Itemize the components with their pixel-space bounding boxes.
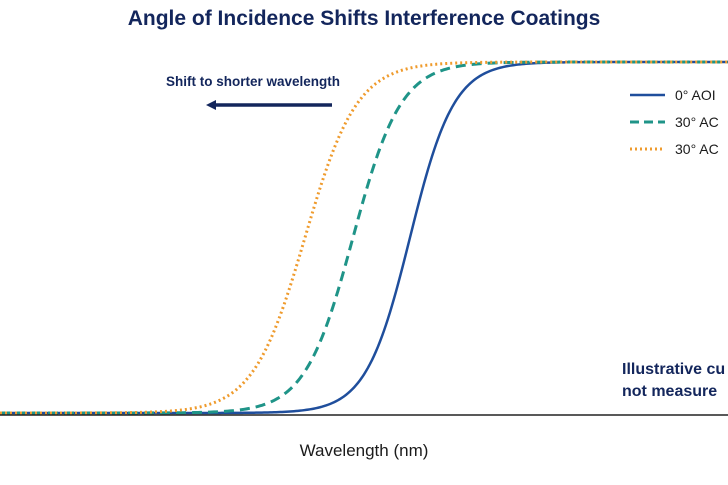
legend: 0° AOI 30° AC 30° AC <box>630 87 719 157</box>
legend-label-1: 30° AC <box>675 114 719 130</box>
chart-title: Angle of Incidence Shifts Interference C… <box>127 7 601 30</box>
legend-label-0: 0° AOI <box>675 87 716 103</box>
shift-annotation: Shift to shorter wavelength <box>166 74 340 89</box>
series-line-2 <box>0 60 728 415</box>
legend-label-2: 30° AC <box>675 141 719 157</box>
series-line-0 <box>0 60 728 415</box>
series-line-1 <box>0 60 728 415</box>
illustrative-note-line-1: Illustrative cu <box>622 361 725 378</box>
illustrative-note-line-2: not measure <box>622 383 717 400</box>
x-axis-label: Wavelength (nm) <box>300 441 429 460</box>
series-group <box>0 60 728 415</box>
